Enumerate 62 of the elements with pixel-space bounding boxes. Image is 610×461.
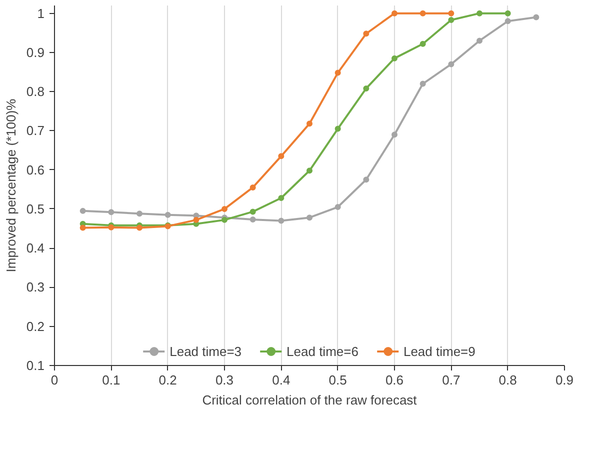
point bbox=[250, 184, 256, 190]
legend-label: Lead time=9 bbox=[403, 344, 476, 358]
point bbox=[306, 168, 312, 174]
point bbox=[250, 208, 256, 215]
point bbox=[420, 80, 426, 87]
point bbox=[278, 195, 284, 202]
y-tick-label: 0.3 bbox=[26, 280, 45, 295]
x-tick-label: 0.1 bbox=[102, 372, 120, 388]
point bbox=[193, 216, 200, 223]
point bbox=[363, 30, 370, 37]
x-axis-title: Critical correlation of the raw forecast bbox=[202, 392, 418, 408]
y-tick-label: 0.5 bbox=[26, 201, 45, 216]
y-tick-label: 0.9 bbox=[26, 44, 45, 60]
point bbox=[448, 61, 454, 68]
x-tick-label: 0.8 bbox=[498, 372, 517, 388]
point bbox=[334, 126, 341, 132]
point bbox=[448, 10, 454, 16]
y-tick-label: 0.8 bbox=[26, 84, 45, 100]
x-tick-label: 0.7 bbox=[442, 372, 460, 388]
point bbox=[392, 10, 398, 16]
legend-label: Lead time=3 bbox=[170, 344, 242, 358]
y-tick-label: 0.6 bbox=[26, 162, 45, 178]
point bbox=[278, 218, 284, 224]
point bbox=[448, 16, 454, 23]
point bbox=[334, 204, 341, 210]
x-tick-label: 0 bbox=[50, 372, 58, 388]
point bbox=[420, 40, 426, 47]
point bbox=[476, 38, 482, 44]
point bbox=[504, 18, 511, 24]
y-tick-label: 0.4 bbox=[26, 240, 45, 256]
legend-label: Lead time=6 bbox=[286, 344, 358, 358]
point bbox=[533, 14, 540, 20]
point bbox=[222, 206, 228, 212]
point bbox=[392, 55, 398, 62]
point bbox=[306, 214, 312, 221]
point bbox=[80, 224, 86, 231]
point bbox=[164, 212, 171, 218]
point bbox=[363, 176, 370, 183]
point bbox=[392, 132, 398, 138]
x-tick-label: 0.5 bbox=[328, 372, 347, 388]
point bbox=[504, 10, 511, 16]
point bbox=[420, 10, 426, 16]
y-tick-label: 0.2 bbox=[26, 318, 45, 334]
y-axis-title: Improved percentage (*100)% bbox=[3, 98, 18, 272]
point bbox=[136, 224, 142, 231]
y-tick-label: 0.7 bbox=[26, 123, 45, 138]
point bbox=[136, 210, 142, 217]
point bbox=[250, 216, 256, 223]
point bbox=[363, 85, 370, 92]
point bbox=[476, 10, 482, 16]
x-tick-label: 0.9 bbox=[555, 372, 574, 388]
point bbox=[278, 153, 284, 160]
point bbox=[108, 209, 114, 216]
x-tick-label: 0.4 bbox=[272, 372, 290, 388]
x-tick-label: 0.2 bbox=[158, 372, 177, 388]
x-tick-label: 0.3 bbox=[215, 372, 234, 388]
y-tick-label: 1 bbox=[37, 6, 45, 21]
y-tick-label: 0.1 bbox=[26, 358, 45, 373]
x-tick-label: 0.6 bbox=[385, 372, 404, 388]
point bbox=[306, 120, 312, 127]
point bbox=[80, 208, 86, 214]
point bbox=[334, 70, 341, 76]
